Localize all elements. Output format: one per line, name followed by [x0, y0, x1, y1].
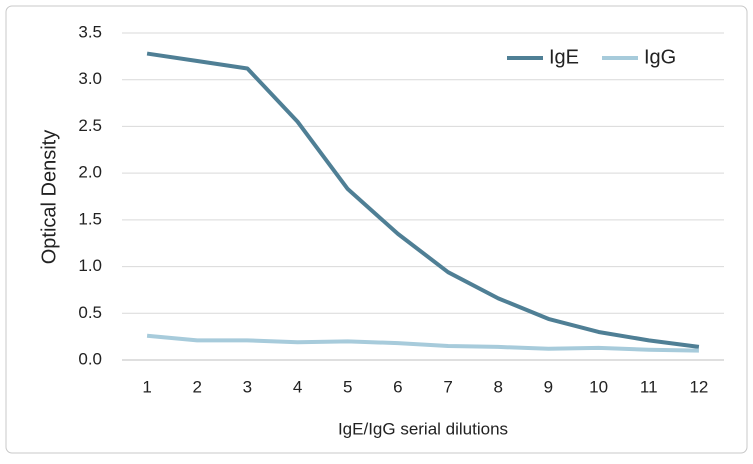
- x-tick-label: 7: [443, 377, 452, 396]
- x-tick-label: 5: [343, 377, 352, 396]
- y-axis-label: Optical Density: [38, 130, 60, 265]
- x-tick-label: 12: [689, 377, 708, 396]
- x-tick-label: 2: [193, 377, 202, 396]
- y-tick-label: 3.0: [78, 69, 102, 88]
- y-tick-label: 1.0: [78, 256, 102, 275]
- x-tick-label: 1: [142, 377, 151, 396]
- x-tick-label: 8: [494, 377, 503, 396]
- y-tick-label: 1.5: [78, 209, 102, 228]
- y-tick-label: 2.5: [78, 116, 102, 135]
- x-tick-label: 9: [544, 377, 553, 396]
- legend-label: IgE: [549, 46, 579, 68]
- line-series: [146, 51, 700, 349]
- x-tick-label: 4: [293, 377, 302, 396]
- y-tick-label: 2.0: [78, 163, 102, 182]
- x-tick-label: 10: [589, 377, 608, 396]
- y-tick-label: 0.0: [78, 349, 102, 368]
- chart-frame: [5, 5, 748, 454]
- x-tick-label: 6: [393, 377, 402, 396]
- legend-label: IgG: [644, 46, 676, 68]
- x-tick-label: 3: [243, 377, 252, 396]
- line-series: [146, 333, 699, 353]
- x-tick-label: 11: [640, 377, 658, 396]
- y-tick-label: 0.5: [78, 303, 102, 322]
- y-tick-label: 3.5: [78, 22, 102, 41]
- x-axis-label: IgE/IgG serial dilutions: [338, 419, 508, 438]
